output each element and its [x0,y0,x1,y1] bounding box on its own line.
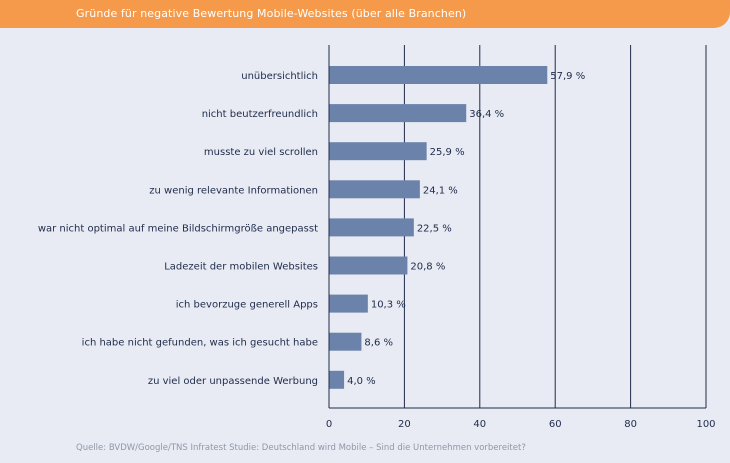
bar [329,332,362,351]
category-label: ich habe nicht gefunden, was ich gesucht… [82,338,318,349]
category-label: musste zu viel scrollen [204,147,318,158]
value-label: 24,1 % [423,185,458,196]
value-label: 25,9 % [430,147,465,158]
x-tick-label: 40 [473,419,486,430]
value-label: 4,0 % [347,376,376,387]
x-tick-label: 80 [624,419,637,430]
value-label: 22,5 % [417,223,452,234]
bar [329,370,345,389]
category-label: war nicht optimal auf meine Bildschirmgr… [38,223,318,234]
bar [329,256,408,275]
bar [329,218,414,237]
x-tick-label: 20 [398,419,411,430]
source-note: Quelle: BVDW/Google/TNS Infratest Studie… [76,443,526,453]
category-label: zu viel oder unpassende Werbung [148,376,318,387]
value-label: 36,4 % [469,109,504,120]
value-label: 57,9 % [550,71,585,82]
x-tick-label: 60 [549,419,562,430]
x-tick-label: 0 [326,419,332,430]
header-bar: Gründe für negative Bewertung Mobile-Web… [0,0,730,28]
category-label: nicht beutzerfreundlich [202,109,318,120]
category-label: ich bevorzuge generell Apps [176,300,318,311]
category-label: zu wenig relevante Informationen [149,185,318,196]
chart-title: Gründe für negative Bewertung Mobile-Web… [76,7,467,20]
x-tick-label: 100 [696,419,715,430]
bar [329,180,420,199]
category-label: Ladezeit der mobilen Websites [164,262,318,273]
bar [329,66,548,84]
bar [329,104,467,123]
value-label: 8,6 % [364,338,393,349]
value-label: 10,3 % [371,300,406,311]
bar [329,294,368,313]
category-label: unübersichtlich [241,71,318,82]
value-label: 20,8 % [410,262,445,273]
bar [329,142,427,161]
